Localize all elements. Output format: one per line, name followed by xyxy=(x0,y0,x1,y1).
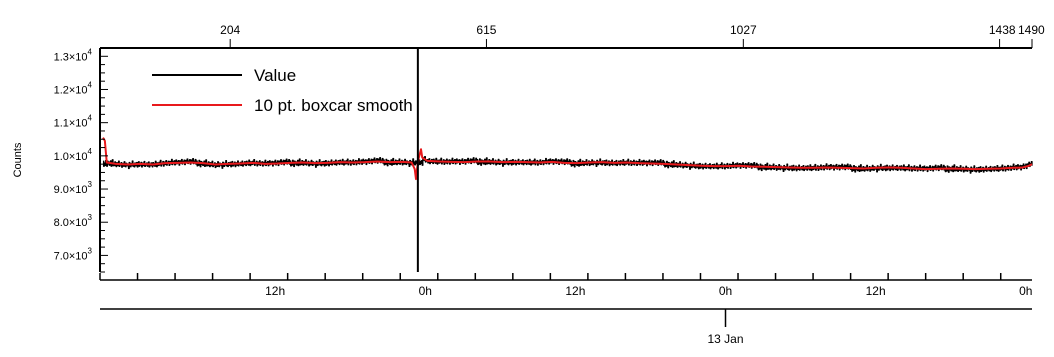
top-tick-label: 204 xyxy=(220,23,240,37)
axes-layer: 7.0×103 8.0×103 9.0×103 1.0×104 1.1×104 1.2×1… xyxy=(12,23,1045,346)
legend-label: 10 pt. boxcar smooth xyxy=(254,96,413,115)
top-tick-label: 615 xyxy=(476,23,496,37)
legend-item-value: Value xyxy=(152,66,296,85)
top-tick-label: 1027 xyxy=(730,23,757,37)
date-tick-label: 13 Jan xyxy=(707,332,743,346)
time-tick-label: 0h xyxy=(719,284,732,298)
series-line-value xyxy=(102,155,1033,174)
y-tick-label: 8.0×103 xyxy=(54,213,93,229)
series-line-smooth xyxy=(102,137,1033,181)
time-tick-label: 0h xyxy=(1019,284,1032,298)
y-tick-label: 7.0×103 xyxy=(54,246,93,262)
y-tick-label: 1.3×104 xyxy=(54,47,93,63)
legend: Value 10 pt. boxcar smooth xyxy=(152,66,413,115)
legend-item-smooth: 10 pt. boxcar smooth xyxy=(152,96,413,115)
time-tick-label: 12h xyxy=(265,284,285,298)
y-tick-label: 1.0×104 xyxy=(54,147,93,163)
time-tick-label: 12h xyxy=(866,284,886,298)
top-tick-label: 1438 xyxy=(989,23,1016,37)
y-tick-label: 1.1×104 xyxy=(54,114,93,130)
time-tick-label: 0h xyxy=(419,284,432,298)
y-tick-label: 9.0×103 xyxy=(54,180,93,196)
y-axis-label: Counts xyxy=(12,142,24,177)
legend-label: Value xyxy=(254,66,296,85)
series-layer xyxy=(102,48,1033,272)
top-tick-label: 1490 xyxy=(1018,23,1045,37)
time-tick-label: 12h xyxy=(565,284,585,298)
y-tick-label: 1.2×104 xyxy=(54,80,93,96)
